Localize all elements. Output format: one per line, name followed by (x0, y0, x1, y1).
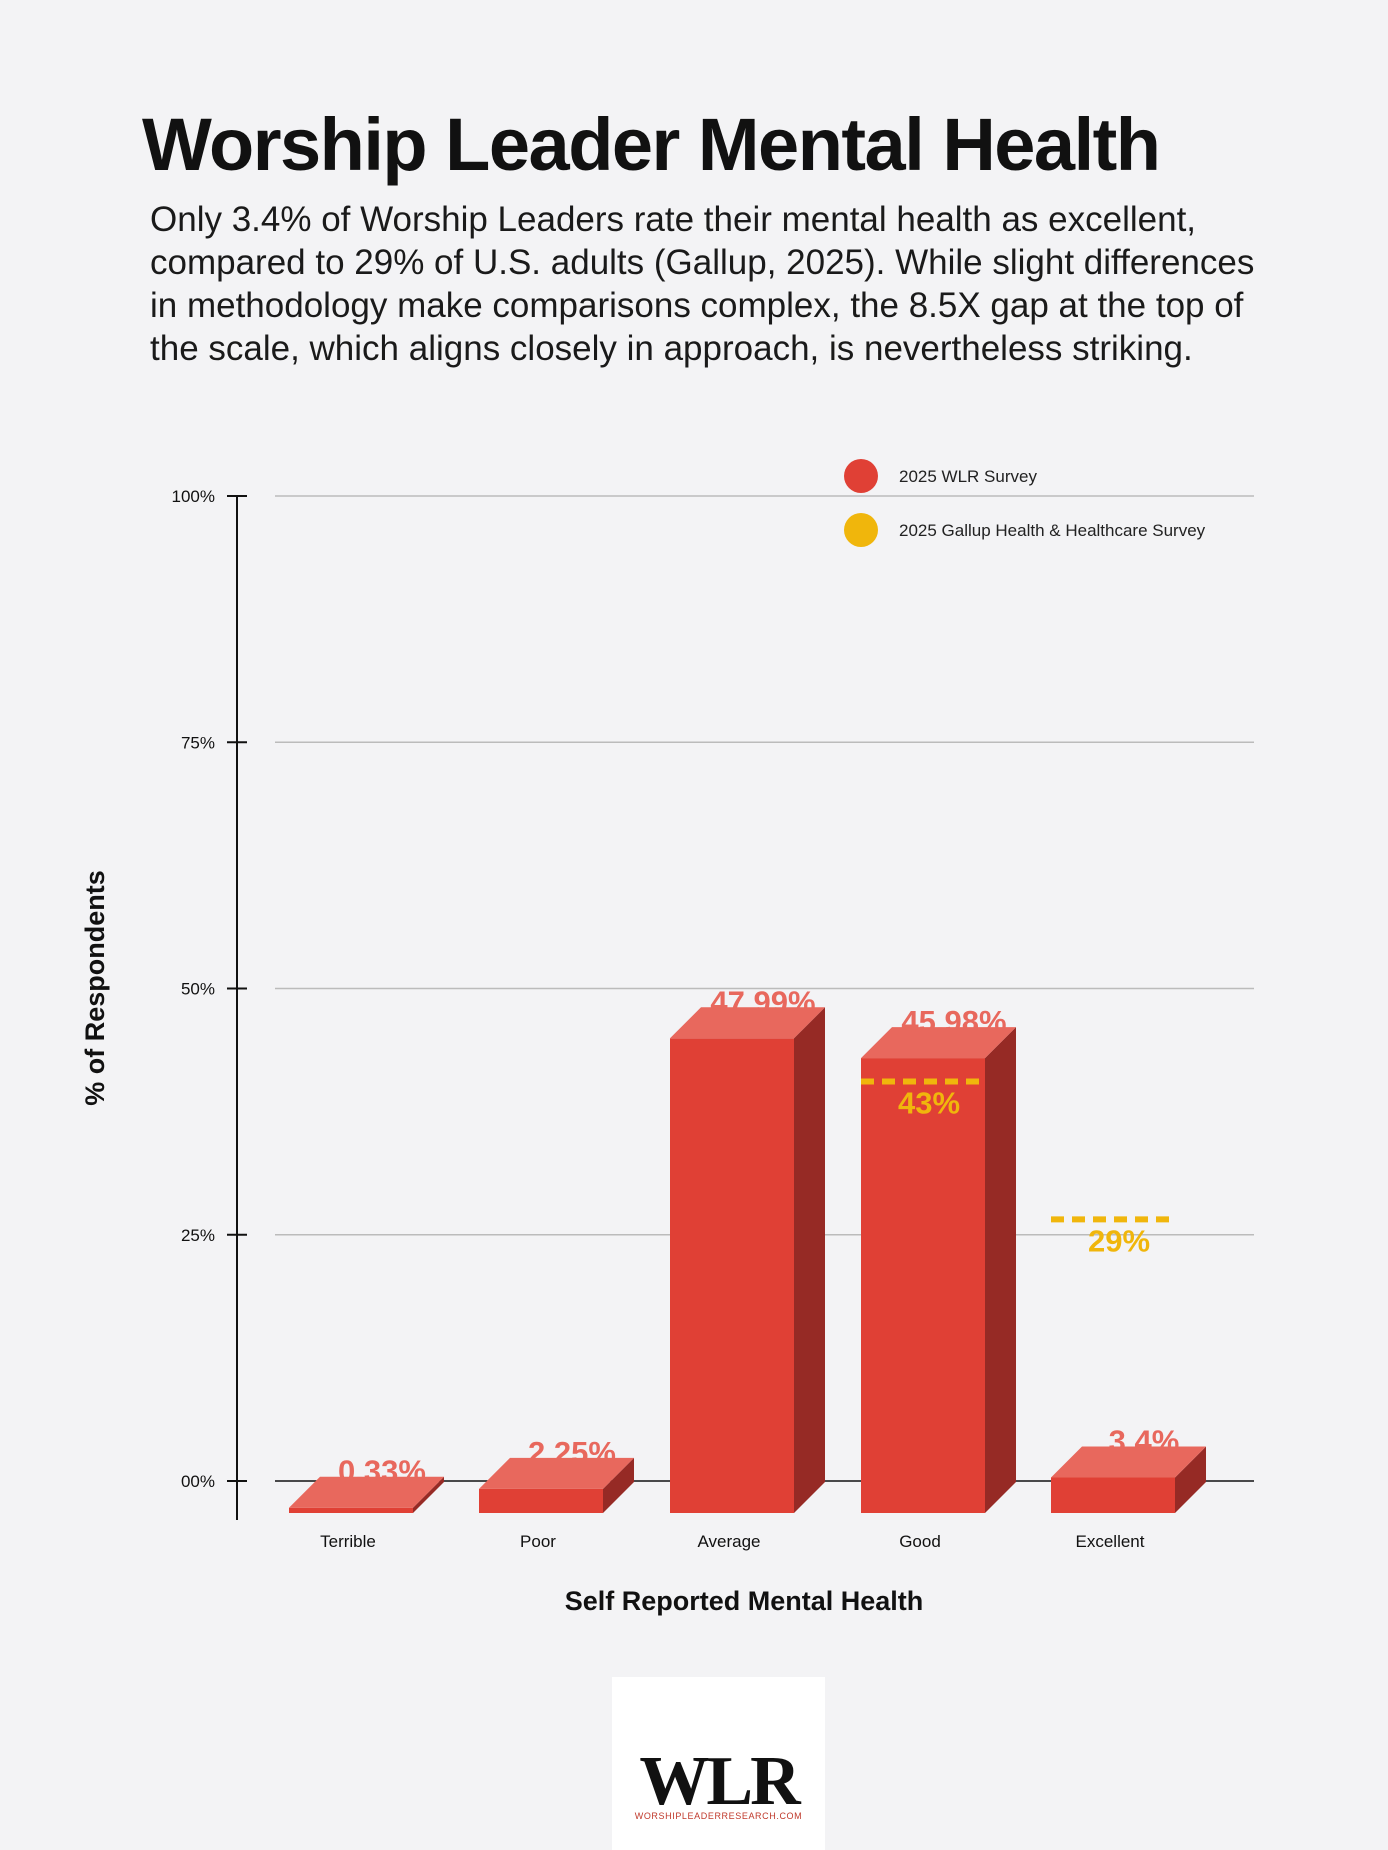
y-tick-label: 75% (181, 733, 215, 752)
bar-value-label: 47.99% (710, 984, 815, 1019)
bar-front-poor (479, 1488, 603, 1513)
legend-item-wlr-swatch (844, 459, 878, 493)
gallup-value-label: 29% (1088, 1223, 1150, 1258)
x-tick-label: Excellent (1076, 1532, 1145, 1551)
x-tick-label: Good (899, 1532, 941, 1551)
logo-wordmark: WLR (639, 1743, 800, 1820)
page-title: Worship Leader Mental Health (142, 103, 1161, 186)
x-tick-label: Poor (520, 1532, 556, 1551)
bar-top-excellent (1051, 1446, 1206, 1478)
bar-side-terrible (413, 1476, 444, 1513)
x-tick-label: Terrible (320, 1532, 376, 1551)
bar-chart: 00% 25% 50% 75% 100% % of Respondents Self Rep… (80, 459, 1254, 1616)
logo-url: WORSHIPLEADERRESEARCH.COM (634, 1811, 803, 1821)
x-axis-title: Self Reported Mental Health (565, 1586, 924, 1616)
bar-side-poor (603, 1457, 634, 1513)
bar-front-terrible (289, 1507, 413, 1513)
bar-side-good (985, 1027, 1016, 1513)
gallup-value-label: 43% (898, 1085, 960, 1120)
x-tick-label: Average (697, 1532, 760, 1551)
y-tick-label: 00% (181, 1472, 215, 1491)
bar-value-label: 2.25% (528, 1435, 616, 1470)
bar-value-label: 45.98% (901, 1004, 1006, 1039)
y-tick-label: 100% (172, 487, 215, 506)
bar-top-average (670, 1007, 825, 1039)
bar-value-label: 3.4% (1109, 1424, 1180, 1459)
legend-item-wlr-label: 2025 WLR Survey (899, 467, 1037, 486)
bar-side-excellent (1175, 1446, 1206, 1513)
legend-item-gallup-label: 2025 Gallup Health & Healthcare Survey (899, 521, 1206, 540)
y-axis-title: % of Respondents (80, 870, 110, 1106)
bar-top-poor (479, 1457, 634, 1489)
y-tick-label: 50% (181, 980, 215, 999)
bar-front-average (670, 1038, 794, 1513)
bar-value-label: 0.33% (338, 1454, 426, 1489)
bar-top-good (861, 1027, 1016, 1059)
wlr-logo: WLR WORSHIPLEADERRESEARCH.COM (612, 1677, 825, 1850)
bar-side-average (794, 1007, 825, 1513)
page-subtitle: Only 3.4% of Worship Leaders rate their … (150, 200, 1255, 368)
bar-front-excellent (1051, 1477, 1175, 1513)
bar-front-good (861, 1058, 985, 1513)
bar-top-terrible (289, 1476, 444, 1508)
y-tick-label: 25% (181, 1226, 215, 1245)
legend-item-gallup-swatch (844, 513, 878, 547)
